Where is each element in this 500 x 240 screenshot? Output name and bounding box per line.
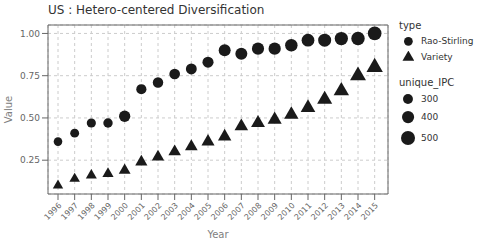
svg-text:1999: 1999 <box>93 201 114 222</box>
svg-text:2012: 2012 <box>309 201 330 222</box>
html-text:Rao-Stirling: Rao-Stirling <box>421 36 474 47</box>
html-text:300: 300 <box>421 94 439 105</box>
svg-text:2007: 2007 <box>226 201 247 222</box>
html-text:US : Hetero-centered Diversifi: US : Hetero-centered Diversification <box>48 3 265 17</box>
svg-text:2014: 2014 <box>343 201 364 222</box>
svg-text:2009: 2009 <box>259 201 280 222</box>
svg-text:2006: 2006 <box>209 201 230 222</box>
svg-text:1997: 1997 <box>59 201 80 222</box>
html-text:type: type <box>399 20 422 31</box>
svg-text:2000: 2000 <box>109 201 130 222</box>
svg-text:Year: Year <box>206 229 229 240</box>
svg-text:2001: 2001 <box>126 201 147 222</box>
svg-text:0.50: 0.50 <box>20 113 40 123</box>
svg-text:2003: 2003 <box>159 201 180 222</box>
html-text:500: 500 <box>421 132 439 143</box>
svg-text:0.75: 0.75 <box>20 71 40 81</box>
svg-text:0.25: 0.25 <box>20 155 40 165</box>
svg-text:2010: 2010 <box>276 201 297 222</box>
svg-text:2013: 2013 <box>326 201 347 222</box>
svg-text:2015: 2015 <box>359 201 380 222</box>
html-text:unique_IPC: unique_IPC <box>399 77 455 89</box>
html-text:400: 400 <box>421 112 439 123</box>
svg-text:1.00: 1.00 <box>20 29 40 39</box>
svg-text:2004: 2004 <box>176 201 197 222</box>
svg-text:2011: 2011 <box>293 201 314 222</box>
svg-text:Value: Value <box>8 96 14 123</box>
svg-text:1996: 1996 <box>43 201 64 222</box>
html-text:Variety: Variety <box>421 52 453 63</box>
svg-text:2002: 2002 <box>143 201 164 222</box>
svg-text:1998: 1998 <box>76 201 97 222</box>
svg-text:2008: 2008 <box>243 201 264 222</box>
svg-text:2005: 2005 <box>193 201 214 222</box>
